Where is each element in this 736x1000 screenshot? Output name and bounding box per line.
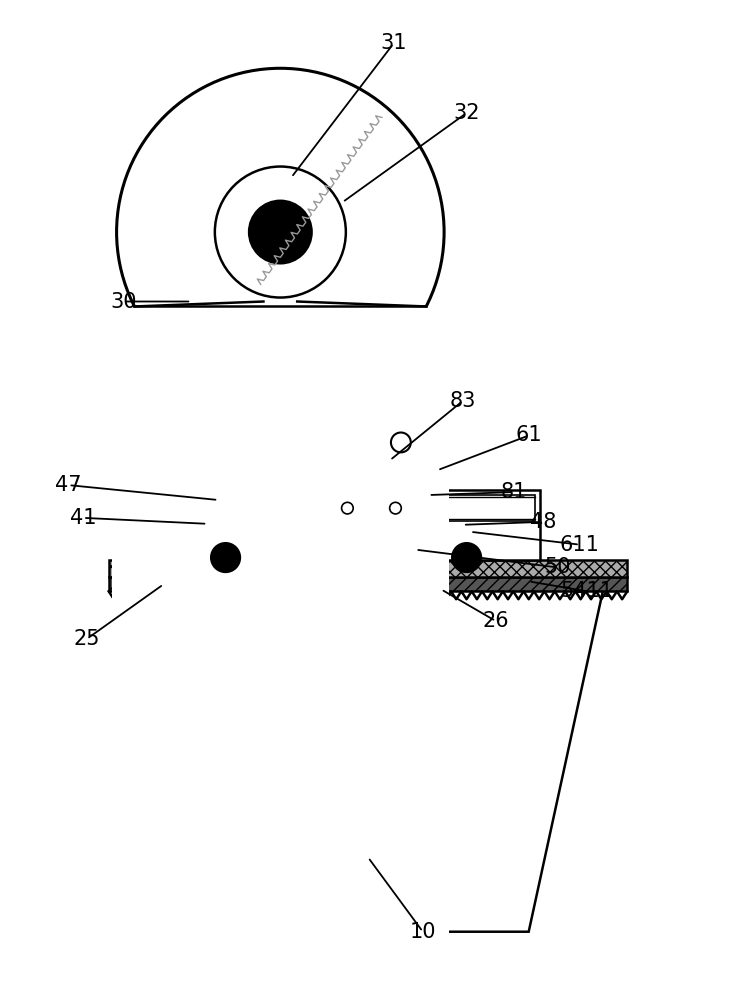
- Text: 5411: 5411: [561, 581, 614, 601]
- Text: 25: 25: [74, 629, 100, 649]
- Bar: [202, 495, 534, 521]
- Text: 10: 10: [409, 922, 436, 942]
- Bar: [341, 565, 381, 586]
- Bar: [112, 306, 449, 996]
- Bar: [109, 560, 627, 577]
- Circle shape: [215, 167, 346, 298]
- Bar: [302, 586, 419, 601]
- Text: 26: 26: [483, 611, 509, 631]
- Bar: [387, 429, 415, 466]
- Text: 83: 83: [450, 391, 476, 411]
- Circle shape: [116, 68, 444, 396]
- Bar: [361, 411, 441, 490]
- Circle shape: [452, 543, 481, 572]
- Circle shape: [384, 497, 406, 519]
- Bar: [208, 499, 236, 517]
- Text: 30: 30: [110, 292, 137, 312]
- Bar: [266, 302, 294, 490]
- Bar: [109, 577, 627, 591]
- Circle shape: [336, 497, 358, 519]
- Circle shape: [210, 543, 241, 572]
- Text: 611: 611: [560, 535, 600, 555]
- Text: 48: 48: [530, 512, 556, 532]
- Bar: [197, 490, 539, 560]
- Text: 31: 31: [381, 33, 407, 53]
- Text: 61: 61: [515, 425, 542, 445]
- Bar: [288, 547, 434, 565]
- Text: 32: 32: [453, 103, 480, 123]
- Circle shape: [249, 201, 312, 263]
- Text: 47: 47: [55, 475, 82, 495]
- Text: 50: 50: [545, 557, 571, 577]
- Text: 41: 41: [70, 508, 96, 528]
- Text: 81: 81: [501, 482, 527, 502]
